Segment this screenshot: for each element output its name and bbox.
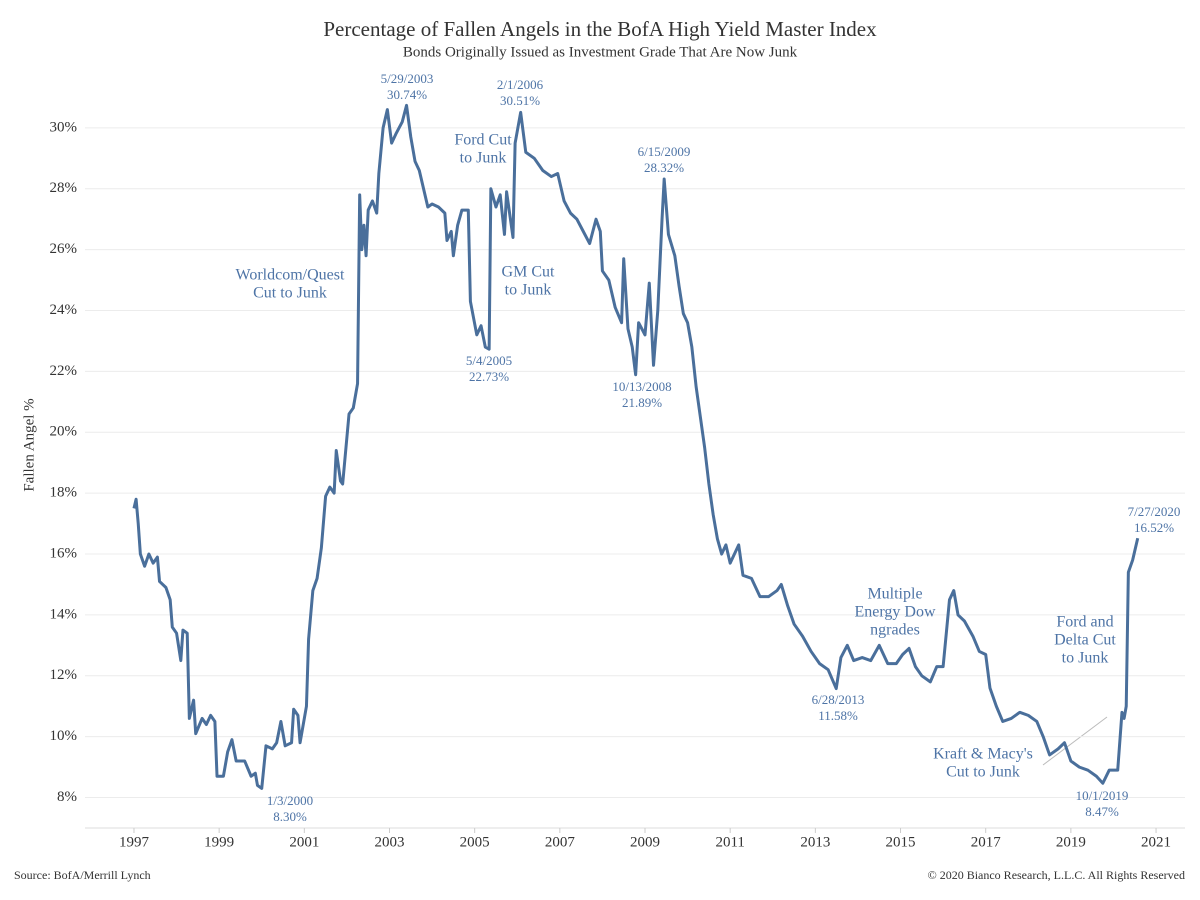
y-tick-label: 26%	[50, 241, 78, 257]
y-tick-label: 28%	[50, 180, 78, 196]
annotation: to Junk	[460, 150, 507, 167]
copyright: © 2020 Bianco Research, L.L.C. All Right…	[928, 868, 1185, 882]
annotation: Ford and	[1056, 614, 1113, 631]
y-axis-label: Fallen Angel %	[21, 398, 37, 491]
annotation: 8.30%	[273, 809, 307, 824]
annotation: 5/4/2005	[466, 353, 512, 368]
annotation: 30.51%	[500, 93, 540, 108]
annotation: Delta Cut	[1054, 632, 1116, 649]
annotation: to Junk	[505, 282, 552, 299]
annotation: Cut to Junk	[946, 764, 1020, 781]
x-tick-label: 2003	[374, 834, 404, 850]
y-tick-label: 12%	[50, 667, 78, 683]
annotation: 8.47%	[1085, 804, 1119, 819]
x-tick-label: 1999	[204, 834, 234, 850]
x-tick-label: 2017	[971, 834, 1002, 850]
annotation: 2/1/2006	[497, 77, 544, 92]
annotation: to Junk	[1062, 650, 1109, 667]
x-tick-label: 2011	[715, 834, 744, 850]
annotation: Worldcom/Quest	[236, 267, 345, 284]
y-tick-label: 20%	[50, 424, 78, 440]
x-tick-label: 2021	[1141, 834, 1171, 850]
annotation: 5/29/2003	[381, 71, 434, 86]
annotation: 16.52%	[1134, 520, 1174, 535]
annotation: GM Cut	[502, 264, 555, 281]
annotation: 6/15/2009	[638, 144, 691, 159]
annotation: 22.73%	[469, 369, 509, 384]
annotation: 10/1/2019	[1076, 788, 1129, 803]
x-tick-label: 2019	[1056, 834, 1086, 850]
annotation: 11.58%	[818, 708, 858, 723]
data-line	[132, 103, 1140, 790]
y-tick-label: 30%	[50, 119, 78, 135]
chart-subtitle: Bonds Originally Issued as Investment Gr…	[403, 44, 798, 60]
y-tick-label: 14%	[50, 606, 78, 622]
annotation: 30.74%	[387, 87, 427, 102]
x-tick-label: 1997	[119, 834, 150, 850]
x-tick-label: 2005	[460, 834, 490, 850]
source: Source: BofA/Merrill Lynch	[14, 868, 151, 882]
annotation: 6/28/2013	[812, 692, 865, 707]
x-tick-label: 2007	[545, 834, 576, 850]
annotation: Energy Dow	[854, 604, 935, 621]
x-tick-label: 2013	[800, 834, 830, 850]
leader-line	[1042, 716, 1108, 766]
annotation: Multiple	[867, 586, 922, 603]
y-tick-label: 16%	[50, 545, 78, 561]
annotation: Cut to Junk	[253, 285, 327, 302]
y-tick-label: 10%	[50, 728, 78, 744]
annotation: 7/27/2020	[1128, 504, 1181, 519]
y-tick-label: 22%	[50, 363, 78, 379]
annotation: Ford Cut	[454, 132, 512, 149]
x-tick-label: 2001	[289, 834, 319, 850]
y-tick-label: 18%	[50, 485, 78, 501]
annotation: 10/13/2008	[612, 379, 671, 394]
annotation: ngrades	[870, 622, 920, 639]
x-tick-label: 2015	[886, 834, 916, 850]
annotation: 21.89%	[622, 395, 662, 410]
y-tick-label: 8%	[57, 789, 77, 805]
y-tick-label: 24%	[50, 302, 78, 318]
annotation: 1/3/2000	[267, 793, 313, 808]
annotation: Kraft & Macy's	[933, 746, 1033, 763]
annotation: 28.32%	[644, 160, 684, 175]
chart-title: Percentage of Fallen Angels in the BofA …	[323, 17, 877, 41]
x-tick-label: 2009	[630, 834, 660, 850]
